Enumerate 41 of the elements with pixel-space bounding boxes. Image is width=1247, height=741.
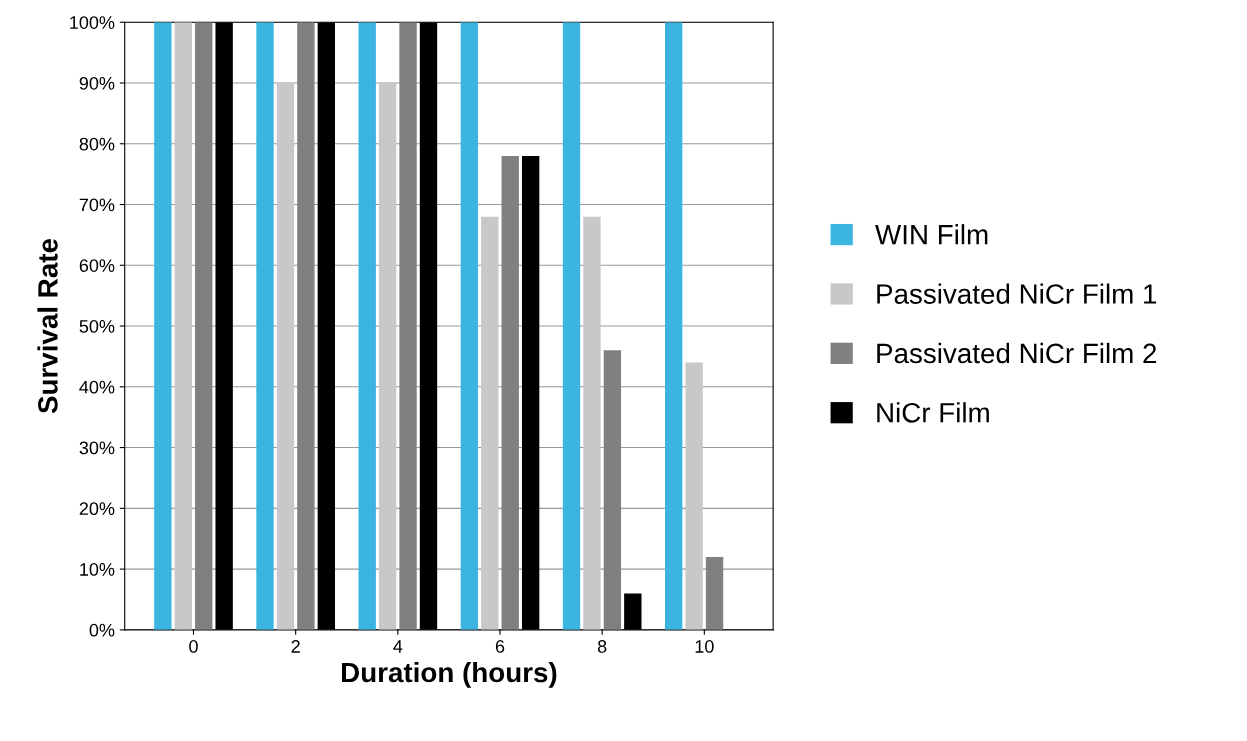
x-tick-label: 8	[597, 640, 607, 653]
y-tick-label: 10%	[80, 563, 115, 576]
bar	[460, 22, 479, 630]
x-axis-title: Duration (hours)	[342, 661, 557, 688]
bar	[378, 82, 397, 630]
legend-label: NiCr Film	[877, 402, 989, 423]
x-tick-label: 2	[291, 640, 300, 653]
x-tick-label: 10	[695, 640, 714, 653]
legend-label: Passivated NiCr Film 2	[877, 342, 1157, 364]
bar	[256, 22, 274, 630]
bar	[174, 22, 192, 630]
y-tick-label: 80%	[79, 137, 115, 151]
y-tick-label: 50%	[79, 319, 115, 333]
x-tick-label: 0	[189, 640, 198, 653]
bar	[399, 22, 417, 630]
y-tick-label: 40%	[79, 380, 115, 394]
bar	[481, 216, 499, 630]
bar	[297, 22, 315, 630]
bar	[562, 22, 581, 630]
bar	[583, 216, 601, 630]
bar	[195, 22, 213, 630]
bar	[501, 155, 519, 630]
y-tick-label: 70%	[79, 198, 115, 212]
y-axis-title: Survival Rate	[37, 238, 58, 414]
y-tick-label: 0%	[89, 623, 115, 637]
legend-label: WIN Film	[875, 224, 988, 245]
x-tick-label: 4	[393, 640, 403, 653]
bar	[705, 556, 724, 630]
bar	[603, 350, 622, 630]
y-tick-label: 90%	[79, 76, 115, 90]
y-tick-label: 60%	[79, 259, 115, 272]
x-tick-label: 6	[495, 640, 505, 653]
bar	[154, 22, 172, 630]
y-tick-label: 100%	[70, 16, 115, 29]
y-tick-label: 30%	[79, 441, 115, 455]
bar	[665, 22, 683, 630]
bar	[685, 362, 703, 630]
y-tick-label: 20%	[79, 502, 115, 516]
bar	[276, 82, 295, 630]
legend-label: Passivated NiCr Film 1	[877, 283, 1157, 304]
bar	[358, 22, 376, 630]
